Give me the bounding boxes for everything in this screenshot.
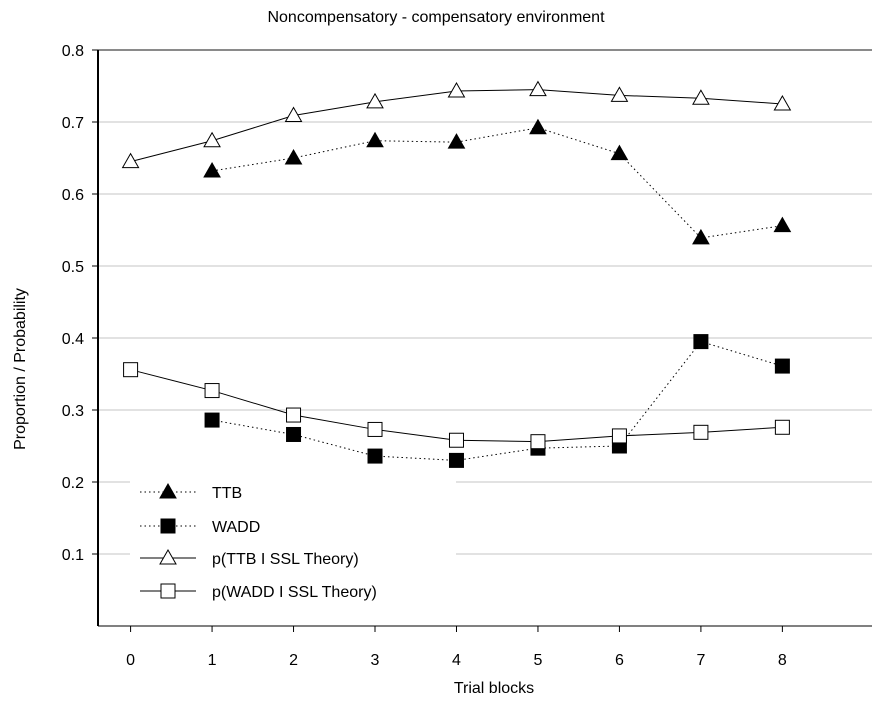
x-tick-label: 4 <box>452 652 461 669</box>
data-point-series-4 <box>286 407 302 423</box>
y-tick-label: 0.6 <box>62 187 84 204</box>
data-point-series-3 <box>203 131 221 148</box>
data-point-series-2 <box>204 412 220 428</box>
x-tick-label: 2 <box>289 652 298 669</box>
legend-marker-2 <box>160 518 176 534</box>
legend-box <box>130 476 456 612</box>
y-tick-label: 0.5 <box>62 259 84 276</box>
data-point-series-1 <box>692 228 710 245</box>
tick-labels: 0.1 0.2 0.3 0.4 0.5 0.6 0.7 0.8 0 1 2 3 4 5 6 7 8 <box>62 43 787 669</box>
data-point-series-4 <box>367 421 383 437</box>
legend-marker-3 <box>159 548 177 565</box>
x-tick-label: 1 <box>208 652 217 669</box>
series-area <box>121 80 792 468</box>
x-tick-label: 3 <box>371 652 380 669</box>
legend-label-3: p(TTB I SSL Theory) <box>212 551 359 568</box>
x-tick-label: 5 <box>534 652 543 669</box>
data-point-series-4 <box>530 434 546 450</box>
y-tick-label: 0.1 <box>62 547 84 564</box>
y-tick-label: 0.7 <box>62 115 84 132</box>
chart-title: Noncompensatory - compensatory environme… <box>267 9 605 26</box>
data-point-series-2 <box>367 448 383 464</box>
data-point-series-3 <box>610 86 629 102</box>
data-point-series-1 <box>610 144 629 161</box>
data-point-series-2 <box>448 452 464 468</box>
x-tick-label: 7 <box>696 652 705 669</box>
data-point-series-4 <box>204 383 220 399</box>
data-point-series-1 <box>366 131 384 148</box>
data-point-series-3 <box>692 89 710 105</box>
data-point-series-3 <box>366 92 384 109</box>
legend: TTB WADD p(TTB I SSL Theory) p(WADD I SSL T… <box>140 482 377 601</box>
data-point-series-2 <box>286 426 302 442</box>
data-point-series-3 <box>121 152 140 169</box>
y-tick-label: 0.2 <box>62 475 84 492</box>
data-point-series-3 <box>284 106 303 123</box>
data-point-series-2 <box>693 334 709 350</box>
x-tick-label: 0 <box>126 652 135 669</box>
legend-label-2: WADD <box>212 519 260 536</box>
x-tick-label: 6 <box>615 652 624 669</box>
data-point-series-4 <box>123 362 139 378</box>
data-point-series-1 <box>203 161 221 178</box>
y-axis-title: Proportion / Probability <box>12 288 29 450</box>
legend-marker-1 <box>159 482 177 499</box>
series-line-3 <box>130 89 783 163</box>
data-point-series-4 <box>774 419 790 435</box>
series-line-2 <box>211 341 783 461</box>
series-line-4 <box>130 369 783 443</box>
data-point-series-2 <box>774 358 790 374</box>
y-tick-label: 0.8 <box>62 43 84 60</box>
data-point-series-4 <box>448 432 464 448</box>
series-line-1 <box>211 127 783 239</box>
y-tick-label: 0.4 <box>62 331 84 348</box>
legend-label-4: p(WADD I SSL Theory) <box>212 584 377 601</box>
data-point-series-3 <box>529 80 547 97</box>
data-point-series-4 <box>611 428 627 444</box>
data-point-series-3 <box>447 82 466 98</box>
legend-marker-4 <box>160 583 176 599</box>
data-point-series-1 <box>529 118 547 135</box>
x-tick-label: 8 <box>778 652 787 669</box>
data-point-series-1 <box>284 148 303 165</box>
legend-label-1: TTB <box>212 485 242 502</box>
x-axis-title: Trial blocks <box>454 680 534 697</box>
axes <box>92 49 872 632</box>
data-point-series-4 <box>693 424 709 440</box>
data-point-series-1 <box>773 216 792 233</box>
y-tick-label: 0.3 <box>62 403 84 420</box>
data-point-series-3 <box>773 94 792 111</box>
data-point-series-1 <box>447 133 466 149</box>
